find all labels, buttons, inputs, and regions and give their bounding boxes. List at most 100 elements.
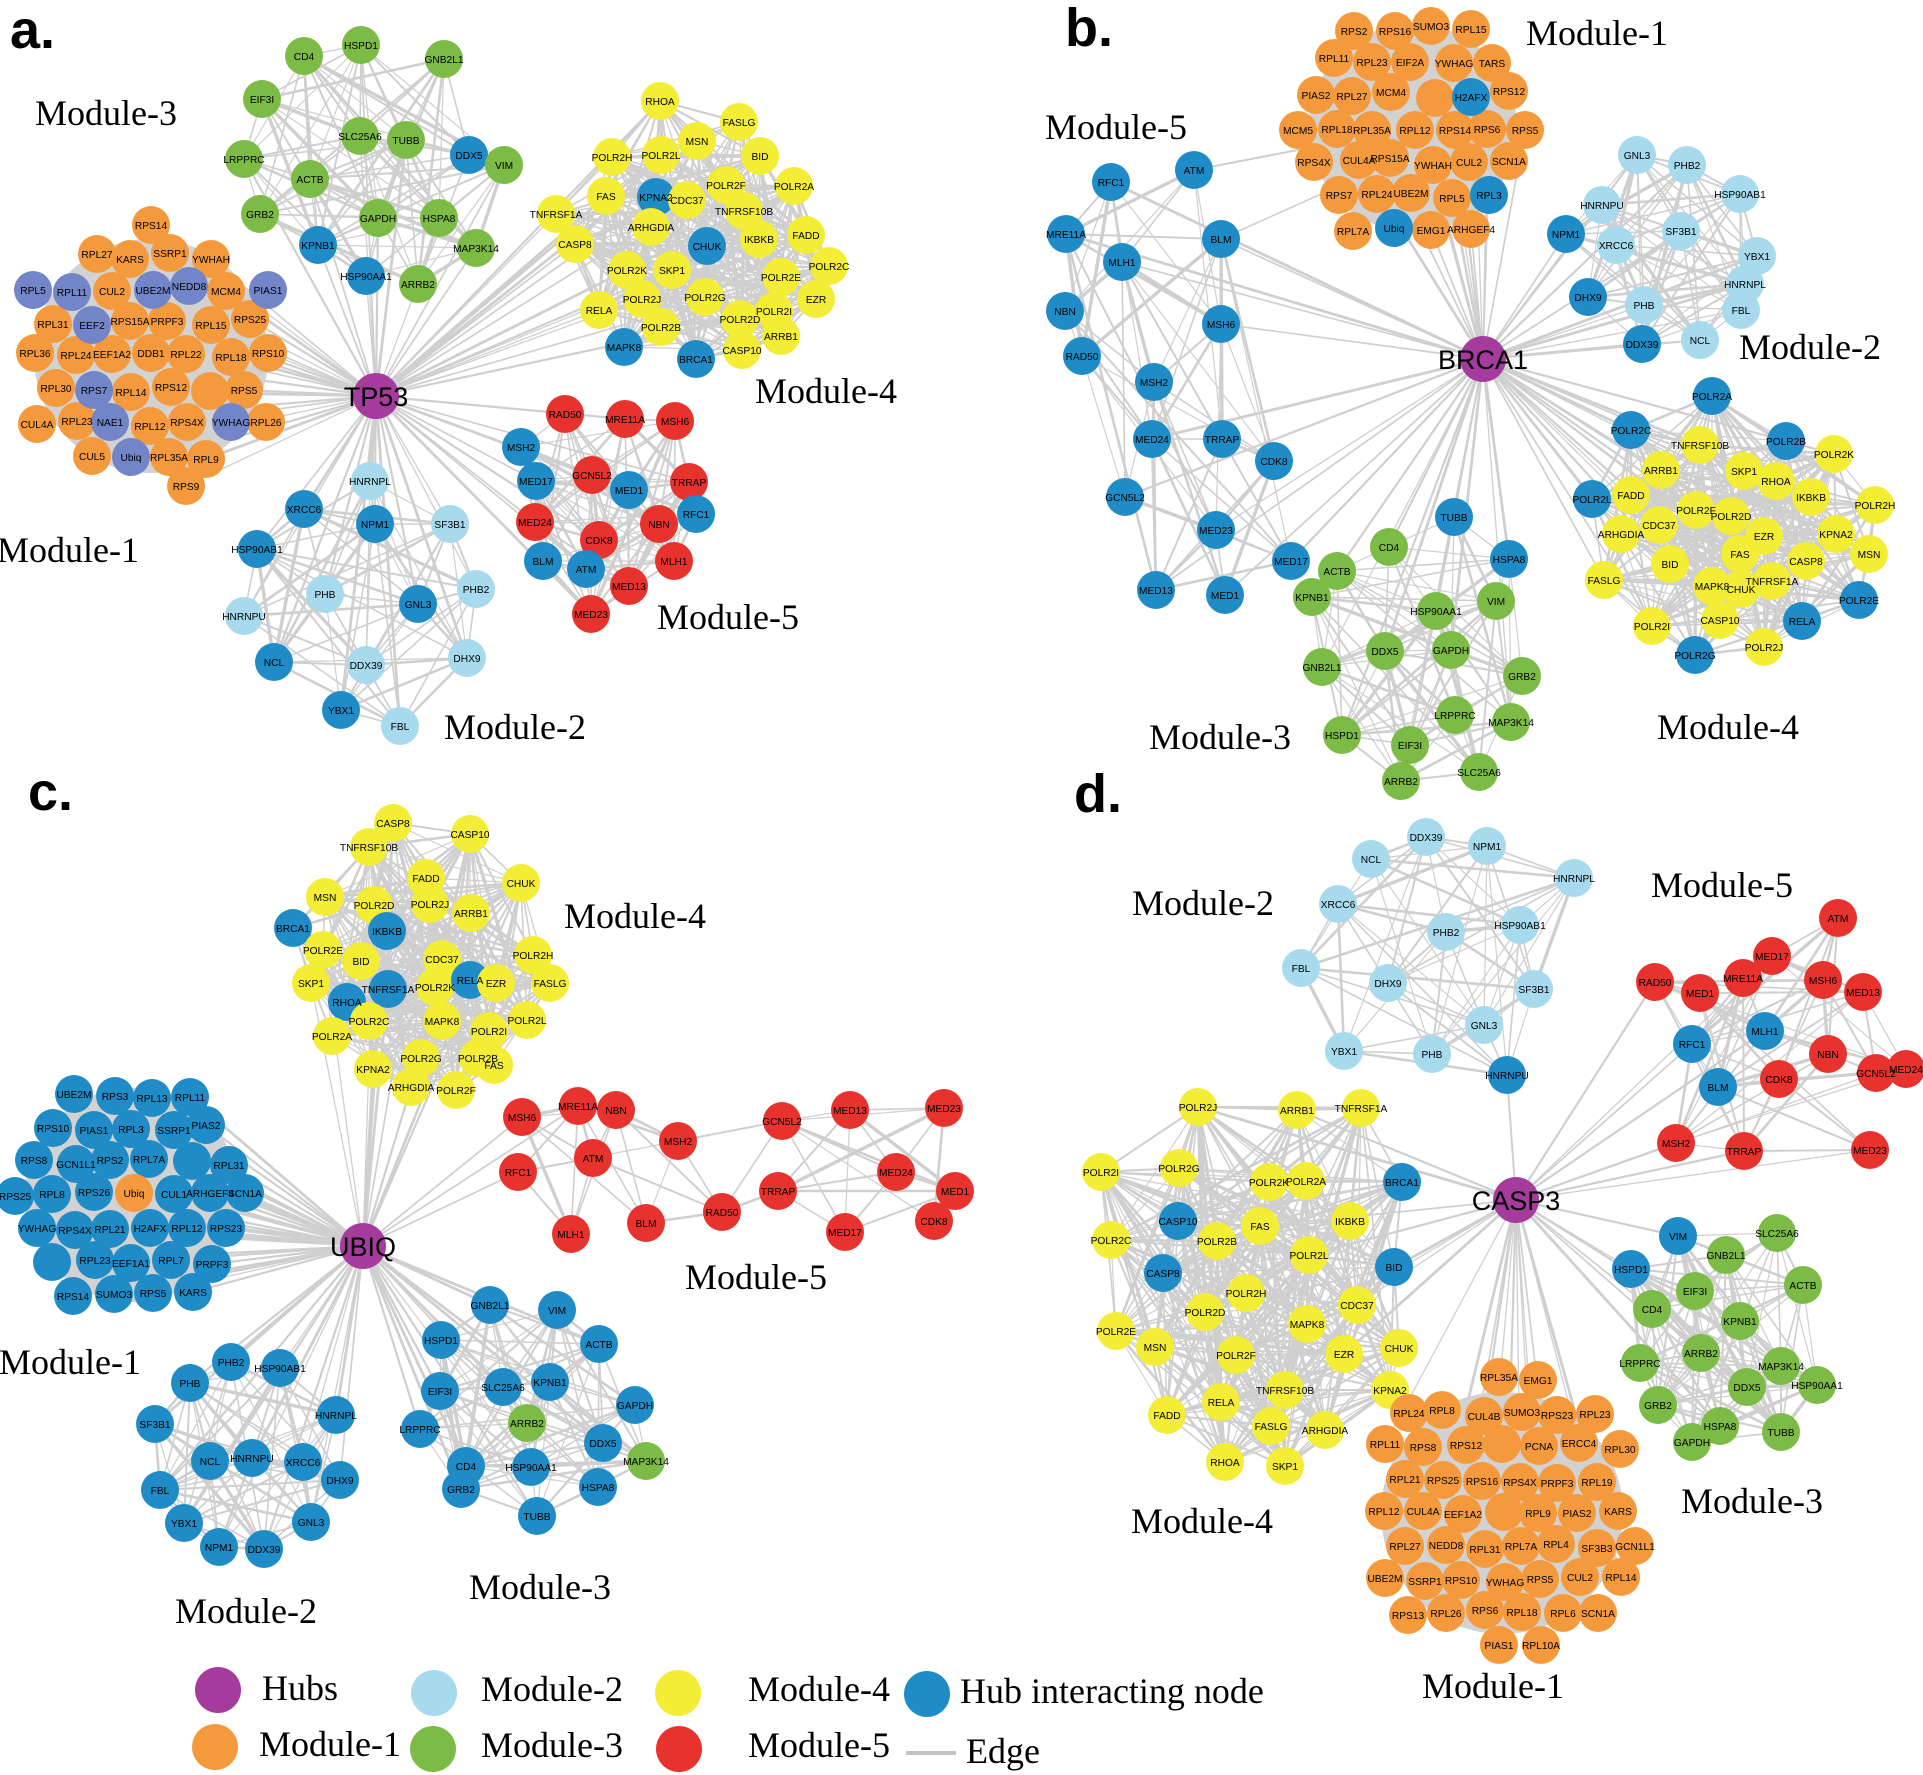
- svg-text:GAPDH: GAPDH: [617, 1401, 653, 1412]
- svg-text:NBN: NBN: [1817, 1050, 1839, 1061]
- svg-text:PHB2: PHB2: [1674, 161, 1701, 172]
- svg-text:SCN1A: SCN1A: [228, 1189, 262, 1200]
- svg-text:POLR2D: POLR2D: [1711, 512, 1752, 523]
- svg-text:MED13: MED13: [833, 1106, 867, 1117]
- svg-text:CUL2: CUL2: [1456, 158, 1482, 169]
- svg-text:SLC25A6: SLC25A6: [1755, 1229, 1799, 1240]
- svg-text:RPS5: RPS5: [1527, 1575, 1554, 1586]
- svg-text:Hub interacting node: Hub interacting node: [960, 1671, 1264, 1711]
- svg-text:Module-3: Module-3: [1681, 1481, 1823, 1521]
- svg-text:DHX9: DHX9: [326, 1476, 354, 1487]
- svg-text:PHB2: PHB2: [463, 585, 490, 596]
- svg-text:CDK8: CDK8: [1765, 1075, 1793, 1086]
- svg-text:CDK8: CDK8: [585, 536, 613, 547]
- svg-text:GNL3: GNL3: [1624, 151, 1651, 162]
- svg-text:PIAS2: PIAS2: [192, 1121, 221, 1132]
- svg-text:EEF2: EEF2: [79, 321, 105, 332]
- svg-text:RPS12: RPS12: [1493, 87, 1526, 98]
- svg-text:FADD: FADD: [1617, 491, 1644, 502]
- svg-text:POLR2D: POLR2D: [354, 901, 395, 912]
- svg-text:BLM: BLM: [533, 557, 554, 568]
- svg-text:RPS16: RPS16: [1466, 1477, 1499, 1488]
- svg-text:YWHAG: YWHAG: [1486, 1578, 1525, 1589]
- svg-text:RPL14: RPL14: [1605, 1573, 1636, 1584]
- svg-text:HNRNPL: HNRNPL: [1553, 874, 1595, 885]
- svg-text:KPNB1: KPNB1: [1723, 1317, 1757, 1328]
- svg-text:CD4: CD4: [456, 1462, 477, 1473]
- svg-text:BLM: BLM: [1211, 235, 1232, 246]
- svg-text:RPL12: RPL12: [134, 422, 165, 433]
- svg-text:RPS10: RPS10: [252, 349, 285, 360]
- svg-text:YBX1: YBX1: [171, 1519, 197, 1530]
- svg-text:ACTB: ACTB: [296, 175, 323, 186]
- svg-text:NPM1: NPM1: [205, 1543, 234, 1554]
- svg-text:CASP8: CASP8: [1789, 557, 1823, 568]
- svg-text:GAPDH: GAPDH: [1433, 646, 1469, 657]
- svg-text:EIF2A: EIF2A: [1396, 58, 1425, 69]
- svg-text:MSH6: MSH6: [1207, 320, 1236, 331]
- svg-text:ARHGDIA: ARHGDIA: [1598, 530, 1645, 541]
- svg-text:DHX9: DHX9: [1374, 979, 1402, 990]
- svg-text:ARHGDIA: ARHGDIA: [628, 223, 675, 234]
- svg-text:CDK8: CDK8: [920, 1217, 948, 1228]
- svg-text:Module-3: Module-3: [35, 93, 177, 133]
- svg-text:RHOA: RHOA: [1761, 477, 1791, 488]
- svg-text:Module-2: Module-2: [1132, 883, 1274, 923]
- svg-text:RPL27: RPL27: [81, 250, 112, 261]
- svg-text:SF3B3: SF3B3: [1581, 1544, 1612, 1555]
- svg-text:RPL36: RPL36: [19, 349, 50, 360]
- svg-text:POLR2I: POLR2I: [1083, 1168, 1119, 1179]
- svg-text:MSH2: MSH2: [1662, 1139, 1691, 1150]
- svg-text:RPL31: RPL31: [37, 320, 68, 331]
- svg-text:MSH2: MSH2: [507, 443, 536, 454]
- svg-text:Module-5: Module-5: [748, 1725, 890, 1765]
- svg-text:SLC25A6: SLC25A6: [338, 132, 382, 143]
- svg-text:POLR2L: POLR2L: [641, 151, 680, 162]
- svg-text:RPL23: RPL23: [79, 1256, 110, 1267]
- svg-text:RPS25: RPS25: [0, 1192, 31, 1203]
- svg-text:GAPDH: GAPDH: [1674, 1438, 1710, 1449]
- svg-text:PRPF3: PRPF3: [1541, 1479, 1574, 1490]
- svg-text:KPNB1: KPNB1: [1295, 593, 1329, 604]
- svg-text:FBL: FBL: [391, 722, 410, 733]
- svg-text:Module-3: Module-3: [469, 1567, 611, 1607]
- svg-text:UBE2M: UBE2M: [1367, 1574, 1402, 1585]
- svg-text:FBL: FBL: [1732, 306, 1751, 317]
- svg-text:BID: BID: [1386, 1263, 1403, 1274]
- svg-text:SUMO3: SUMO3: [96, 1290, 133, 1301]
- svg-text:BID: BID: [752, 152, 769, 163]
- svg-text:RPS4X: RPS4X: [170, 418, 204, 429]
- svg-text:BRCA1: BRCA1: [679, 355, 713, 366]
- svg-text:RPL7: RPL7: [158, 1256, 184, 1267]
- svg-text:RPL26: RPL26: [1430, 1609, 1461, 1620]
- svg-text:Module-4: Module-4: [1131, 1501, 1273, 1541]
- svg-text:PIAS2: PIAS2: [1302, 91, 1331, 102]
- svg-text:HNRNPU: HNRNPU: [222, 612, 266, 623]
- svg-text:TNFRSF10B: TNFRSF10B: [340, 843, 399, 854]
- svg-text:RPS15A: RPS15A: [1370, 154, 1409, 165]
- svg-text:HSP90AA1: HSP90AA1: [1791, 1381, 1843, 1392]
- svg-text:EMG1: EMG1: [1524, 1376, 1553, 1387]
- svg-text:RPL24: RPL24: [60, 351, 91, 362]
- svg-text:PHB: PHB: [1634, 301, 1655, 312]
- svg-text:FADD: FADD: [1153, 1411, 1180, 1422]
- svg-text:TRRAP: TRRAP: [1727, 1147, 1762, 1158]
- svg-text:SCN1A: SCN1A: [1492, 157, 1526, 168]
- svg-text:CASP3: CASP3: [1472, 1186, 1561, 1216]
- svg-text:HSP90AA1: HSP90AA1: [1410, 607, 1462, 618]
- svg-text:Module-5: Module-5: [1045, 107, 1187, 147]
- svg-text:RPL12: RPL12: [1368, 1507, 1399, 1518]
- svg-text:PHB2: PHB2: [218, 1358, 245, 1369]
- svg-text:HSP90AB1: HSP90AB1: [231, 545, 283, 556]
- svg-text:CDC37: CDC37: [1340, 1301, 1374, 1312]
- svg-text:POLR2G: POLR2G: [400, 1054, 441, 1065]
- svg-text:RHOA: RHOA: [645, 97, 675, 108]
- svg-text:RPL19: RPL19: [1581, 1478, 1612, 1489]
- svg-text:RPL5: RPL5: [20, 286, 46, 297]
- svg-text:XRCC6: XRCC6: [1599, 241, 1634, 252]
- svg-text:YBX1: YBX1: [1331, 1047, 1357, 1058]
- svg-text:CASP10: CASP10: [1158, 1217, 1197, 1228]
- svg-text:TNFRSF1A: TNFRSF1A: [530, 210, 583, 221]
- svg-text:POLR2J: POLR2J: [1179, 1103, 1218, 1114]
- svg-text:EZR: EZR: [806, 295, 826, 306]
